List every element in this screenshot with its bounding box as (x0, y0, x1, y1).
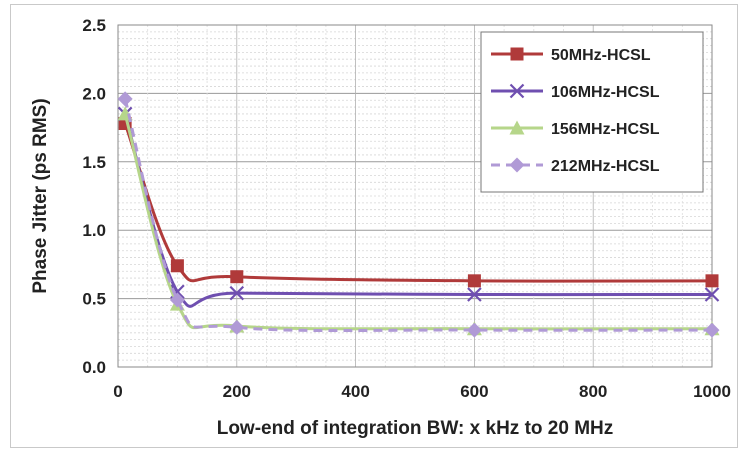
data-point (467, 274, 481, 288)
data-point (509, 120, 525, 135)
series-layer (117, 91, 720, 338)
y-tick-label: 1.0 (82, 221, 106, 240)
legend-item: 156MHz-HCSL (491, 120, 660, 138)
plot-area (117, 24, 713, 368)
y-tick-label: 0.0 (82, 358, 106, 377)
x-axis: 0 200 400 600 800 1000 (113, 382, 731, 401)
legend-item: 50MHz-HCSL (491, 47, 651, 64)
data-point (229, 285, 245, 301)
data-point (229, 319, 245, 335)
legend-label: 50MHz-HCSL (551, 47, 651, 64)
data-point (704, 322, 720, 338)
legend-item: 212MHz-HCSL (491, 157, 660, 175)
x-tick-label: 400 (341, 382, 369, 401)
x-tick-label: 800 (579, 382, 607, 401)
data-point (509, 83, 525, 99)
data-point (230, 270, 244, 284)
y-axis-title: Phase Jitter (ps RMS) (30, 98, 51, 293)
legend-item: 106MHz-HCSL (491, 83, 660, 101)
data-point (509, 157, 525, 173)
legend-label: 106MHz-HCSL (551, 84, 660, 101)
x-tick-label: 1000 (693, 382, 731, 401)
x-tick-label: 600 (460, 382, 488, 401)
x-axis-title: Low-end of integration BW: x kHz to 20 M… (217, 418, 614, 439)
data-point (467, 287, 482, 302)
data-point (510, 47, 524, 61)
x-tick-label: 200 (223, 382, 251, 401)
series-line (123, 98, 713, 333)
data-point (117, 91, 133, 107)
legend-label: 156MHz-HCSL (551, 121, 660, 138)
data-point (704, 287, 720, 302)
y-tick-label: 2.0 (82, 84, 106, 103)
y-tick-label: 0.5 (82, 290, 106, 309)
data-point (705, 274, 719, 288)
legend-label: 212MHz-HCSL (551, 158, 660, 175)
y-tick-label: 1.5 (82, 153, 106, 172)
data-point (169, 292, 185, 308)
data-point (170, 259, 184, 273)
series-212MHz-HCSL (117, 91, 720, 338)
series-line (123, 122, 713, 283)
x-tick-label: 0 (113, 382, 122, 401)
legend: 50MHz-HCSL 106MHz-HCSL 156MHz-HCSL 212MHz-H… (480, 31, 704, 193)
series-50MHz-HCSL (118, 116, 719, 288)
y-axis: 0.0 0.5 1.0 1.5 2.0 2.5 (82, 16, 106, 377)
data-point (466, 322, 482, 338)
y-tick-label: 2.5 (82, 16, 106, 35)
